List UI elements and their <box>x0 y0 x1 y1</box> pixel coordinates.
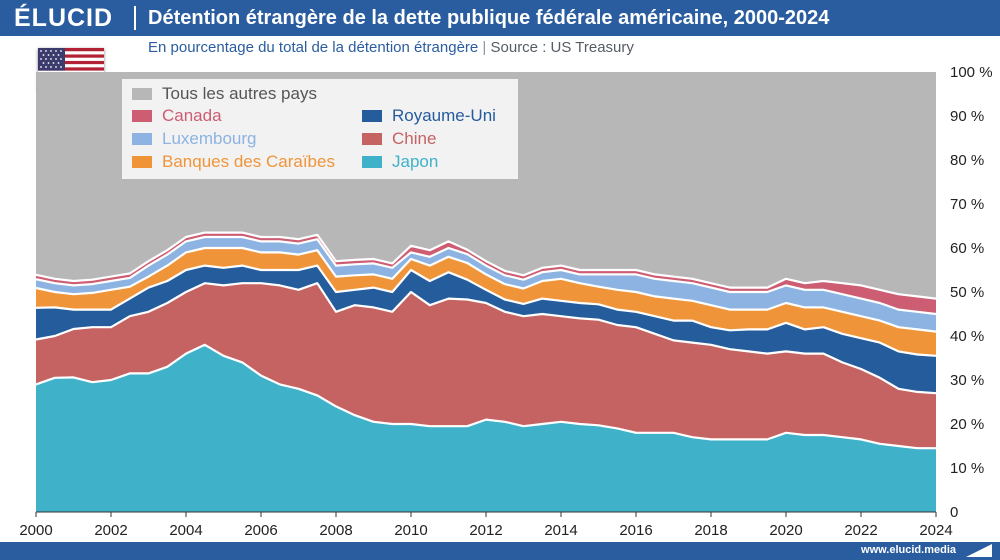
y-tick-label: 30 % <box>950 372 984 389</box>
legend-item-canada: Canada <box>132 106 222 126</box>
y-tick-label: 50 % <box>950 284 984 301</box>
legend-swatch-japon <box>362 156 382 168</box>
y-tick-label: 60 % <box>950 240 984 257</box>
x-tick-label: 2010 <box>394 522 427 539</box>
area-chine <box>36 283 936 449</box>
elucid-logo: ÉLUCID <box>14 4 114 32</box>
y-tick-label: 80 % <box>950 152 984 169</box>
boundary-japon <box>35 343 936 450</box>
y-tick-label: 90 % <box>950 108 984 125</box>
x-tick-label: 2000 <box>19 522 52 539</box>
header-divider <box>134 6 136 30</box>
subtitle-text: En pourcentage du total de la détention … <box>148 39 479 56</box>
boundary-canada <box>35 231 937 300</box>
legend-label-japon: Japon <box>392 152 439 171</box>
legend-item-royaume-uni: Royaume-Uni <box>362 106 496 126</box>
legend-label-royaume-uni: Royaume-Uni <box>392 106 496 125</box>
footer-bar <box>0 542 1000 560</box>
x-tick-label: 2016 <box>619 522 652 539</box>
x-tick-label: 2014 <box>544 522 577 539</box>
legend-label-canada: Canada <box>162 106 222 125</box>
x-tick-label: 2024 <box>919 522 952 539</box>
x-tick-label: 2018 <box>694 522 727 539</box>
legend-label-luxembourg: Luxembourg <box>162 129 257 148</box>
legend-swatch-autres <box>132 88 152 100</box>
y-tick-label: 40 % <box>950 328 984 345</box>
x-tick-label: 2004 <box>169 522 202 539</box>
elucid-mark-icon <box>966 544 992 557</box>
legend-item-luxembourg: Luxembourg <box>132 129 257 149</box>
legend-label-chine: Chine <box>392 129 437 148</box>
legend-label-autres: Tous les autres pays <box>162 84 317 103</box>
legend-swatch-caraibes <box>132 156 152 168</box>
legend-item-chine: Chine <box>362 129 436 149</box>
boundary-royaume_uni <box>35 264 937 357</box>
x-tick-label: 2022 <box>844 522 877 539</box>
legend-swatch-luxembourg <box>132 133 152 145</box>
subtitle-separator: | <box>482 39 487 56</box>
x-tick-label: 2002 <box>94 522 127 539</box>
legend-swatch-canada <box>132 110 152 122</box>
x-tick-label: 2012 <box>469 522 502 539</box>
legend-swatch-chine <box>362 133 382 145</box>
y-tick-label: 100 % <box>950 64 993 81</box>
chart-legend: Tous les autres pays Canada Luxembourg B… <box>122 79 518 179</box>
chart-subtitle: En pourcentage du total de la détention … <box>148 39 634 56</box>
legend-item-autres: Tous les autres pays <box>132 84 317 104</box>
y-tick-label: 10 % <box>950 460 984 477</box>
area-japon <box>36 344 936 512</box>
boundary-luxembourg <box>35 235 937 316</box>
legend-label-caraibes: Banques des Caraïbes <box>162 152 335 171</box>
y-tick-label: 20 % <box>950 416 984 433</box>
subtitle-source: Source : US Treasury <box>490 39 634 56</box>
legend-item-caraibes: Banques des Caraïbes <box>132 152 335 172</box>
y-tick-label: 70 % <box>950 196 984 213</box>
legend-swatch-royaume-uni <box>362 110 382 122</box>
header-bar <box>0 0 1000 36</box>
y-tick-label: 0 <box>950 504 958 521</box>
x-tick-label: 2008 <box>319 522 352 539</box>
legend-item-japon: Japon <box>362 152 438 172</box>
chart-title: Détention étrangère de la dette publique… <box>148 7 830 29</box>
footer-url[interactable]: www.elucid.media <box>861 544 956 556</box>
x-tick-label: 2006 <box>244 522 277 539</box>
boundary-chine <box>35 282 937 395</box>
boundary-caraibes <box>35 246 937 333</box>
x-tick-label: 2020 <box>769 522 802 539</box>
